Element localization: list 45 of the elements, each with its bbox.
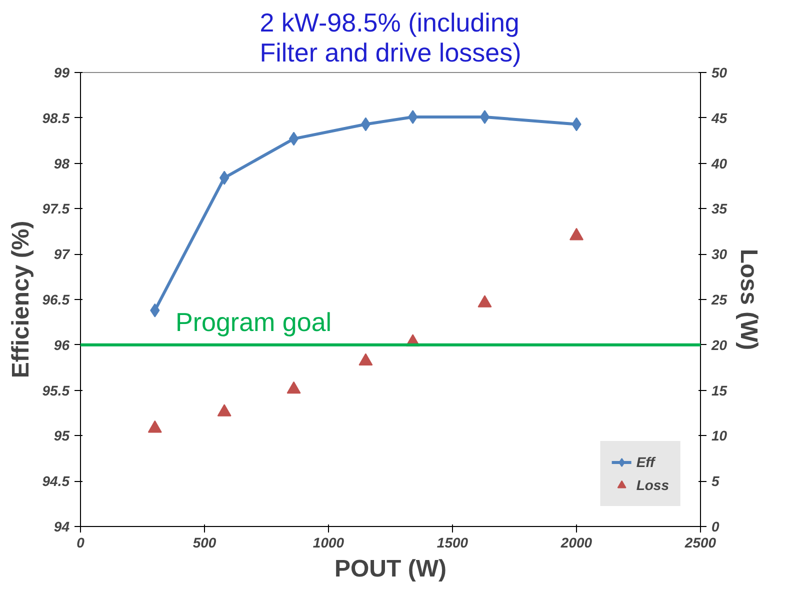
y-tick-label: 99 [54, 64, 70, 80]
point [408, 110, 418, 124]
y2-tick-label: 50 [712, 64, 728, 80]
y2-tick-label: 20 [710, 336, 728, 353]
y2-tick-label: 15 [712, 382, 728, 398]
y-tick-label: 97.5 [42, 200, 70, 217]
ref-line-label: Program goal [176, 306, 332, 337]
y2-axis-title: Loss (W) [735, 248, 762, 350]
y-tick-label: 97 [54, 246, 71, 262]
y2-tick-label: 10 [712, 428, 728, 444]
point [570, 228, 584, 240]
point [478, 295, 492, 308]
y-tick-label: 94 [54, 518, 70, 534]
y-tick-label: 98.5 [42, 110, 70, 126]
x-axis-title: POUT (W) [334, 556, 446, 582]
legend-label: Eff [636, 454, 656, 470]
y2-tick-label: 45 [710, 110, 728, 126]
y2-tick-label: 40 [710, 155, 728, 172]
x-tick-label: 2000 [560, 534, 592, 550]
y-tick-label: 95 [54, 428, 70, 444]
y2-tick-label: 35 [712, 200, 728, 217]
y-tick-label: 95.5 [42, 382, 70, 398]
y-tick-label: 96 [54, 336, 70, 353]
point [360, 117, 371, 132]
y-tick-label: 98 [54, 155, 70, 172]
x-tick-label: 1500 [436, 534, 468, 550]
y-axis-title: Efficiency (%) [7, 220, 34, 378]
point [148, 420, 162, 433]
x-tick-label: 1000 [312, 534, 344, 550]
point [480, 110, 490, 124]
chart-title: 2 kW-98.5% (including Filter and drive losses) [260, 8, 522, 68]
y-tick-label: 94.5 [42, 473, 70, 490]
point [217, 404, 232, 416]
point [358, 353, 373, 366]
y-tick-label: 96.5 [42, 292, 70, 308]
y2-tick-label: 30 [712, 246, 728, 262]
point [286, 381, 301, 394]
legend-label: Loss [636, 477, 669, 493]
y2-tick-label: 5 [712, 473, 720, 490]
x-tick-label: 2500 [684, 534, 716, 550]
x-tick-label: 500 [192, 534, 216, 550]
point [288, 132, 299, 146]
x-tick-label: 0 [76, 534, 85, 550]
y2-tick-label: 0 [712, 518, 720, 534]
y2-tick-label: 25 [710, 292, 728, 308]
